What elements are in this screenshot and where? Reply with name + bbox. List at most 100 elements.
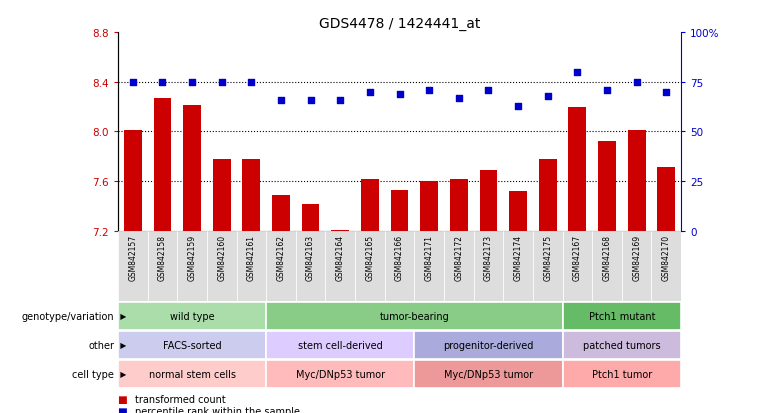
Bar: [177, 231, 207, 301]
Point: [453, 95, 465, 102]
Bar: [272, 195, 290, 231]
Text: GSM842166: GSM842166: [395, 235, 404, 281]
Point: [245, 79, 257, 86]
Bar: [118, 231, 148, 301]
Bar: [118, 360, 266, 388]
Text: GSM842167: GSM842167: [573, 235, 582, 281]
Text: genotype/variation: genotype/variation: [21, 311, 114, 321]
Bar: [237, 231, 266, 301]
Bar: [503, 231, 533, 301]
Bar: [651, 231, 681, 301]
Point: [601, 87, 613, 94]
Text: other: other: [88, 340, 114, 350]
Text: GSM842157: GSM842157: [129, 235, 137, 281]
Text: normal stem cells: normal stem cells: [148, 369, 236, 379]
Bar: [266, 331, 414, 359]
Text: GSM842170: GSM842170: [662, 235, 670, 281]
Point: [631, 79, 643, 86]
Point: [661, 89, 673, 96]
Bar: [124, 131, 142, 231]
Title: GDS4478 / 1424441_at: GDS4478 / 1424441_at: [319, 17, 480, 31]
Text: percentile rank within the sample: percentile rank within the sample: [135, 406, 300, 413]
Point: [304, 97, 317, 104]
Bar: [213, 159, 231, 231]
Bar: [509, 192, 527, 231]
Text: Ptch1 mutant: Ptch1 mutant: [588, 311, 655, 321]
Point: [186, 79, 198, 86]
Point: [334, 97, 346, 104]
Bar: [154, 99, 171, 231]
Point: [423, 87, 435, 94]
Bar: [414, 231, 444, 301]
Bar: [118, 302, 266, 330]
Text: cell type: cell type: [72, 369, 114, 379]
Bar: [420, 182, 438, 231]
Text: GSM842160: GSM842160: [217, 235, 226, 281]
Bar: [296, 231, 326, 301]
Text: ▶: ▶: [118, 340, 126, 349]
Bar: [361, 179, 379, 231]
Bar: [450, 179, 468, 231]
Text: GSM842165: GSM842165: [365, 235, 374, 281]
Bar: [183, 106, 201, 231]
Bar: [533, 231, 562, 301]
Bar: [562, 331, 681, 359]
Point: [572, 69, 584, 76]
Bar: [266, 302, 562, 330]
Point: [275, 97, 287, 104]
Text: GSM842174: GSM842174: [514, 235, 523, 281]
Point: [126, 79, 139, 86]
Point: [215, 79, 228, 86]
Bar: [148, 231, 177, 301]
Text: GSM842163: GSM842163: [306, 235, 315, 281]
Bar: [444, 231, 473, 301]
Text: GSM842171: GSM842171: [425, 235, 434, 281]
Bar: [562, 302, 681, 330]
Bar: [266, 360, 414, 388]
Point: [393, 91, 406, 98]
Bar: [331, 230, 349, 231]
Text: tumor-bearing: tumor-bearing: [380, 311, 449, 321]
Text: patched tumors: patched tumors: [583, 340, 661, 350]
Bar: [539, 159, 556, 231]
Point: [482, 87, 495, 94]
Text: GSM842173: GSM842173: [484, 235, 493, 281]
Bar: [266, 231, 296, 301]
Bar: [326, 231, 355, 301]
Text: GSM842169: GSM842169: [632, 235, 641, 281]
Bar: [414, 331, 562, 359]
Point: [364, 89, 376, 96]
Text: transformed count: transformed count: [135, 394, 225, 404]
Text: Myc/DNp53 tumor: Myc/DNp53 tumor: [296, 369, 385, 379]
Point: [156, 79, 168, 86]
Bar: [479, 171, 498, 231]
Bar: [385, 231, 414, 301]
Text: ▶: ▶: [118, 311, 126, 320]
Bar: [473, 231, 503, 301]
Bar: [562, 360, 681, 388]
Text: GSM842168: GSM842168: [603, 235, 612, 281]
Bar: [355, 231, 385, 301]
Text: ■: ■: [118, 406, 131, 413]
Text: ■: ■: [118, 394, 131, 404]
Bar: [118, 331, 266, 359]
Text: GSM842159: GSM842159: [187, 235, 196, 281]
Bar: [207, 231, 237, 301]
Bar: [628, 131, 645, 231]
Text: progenitor-derived: progenitor-derived: [443, 340, 533, 350]
Text: GSM842164: GSM842164: [336, 235, 345, 281]
Text: stem cell-derived: stem cell-derived: [298, 340, 383, 350]
Bar: [598, 142, 616, 231]
Text: GSM842161: GSM842161: [247, 235, 256, 281]
Text: Myc/DNp53 tumor: Myc/DNp53 tumor: [444, 369, 533, 379]
Bar: [592, 231, 622, 301]
Point: [512, 103, 524, 110]
Bar: [390, 190, 409, 231]
Bar: [622, 231, 651, 301]
Point: [542, 93, 554, 100]
Bar: [568, 107, 586, 231]
Text: Ptch1 tumor: Ptch1 tumor: [592, 369, 652, 379]
Text: GSM842175: GSM842175: [543, 235, 552, 281]
Text: FACS-sorted: FACS-sorted: [163, 340, 221, 350]
Bar: [301, 204, 320, 231]
